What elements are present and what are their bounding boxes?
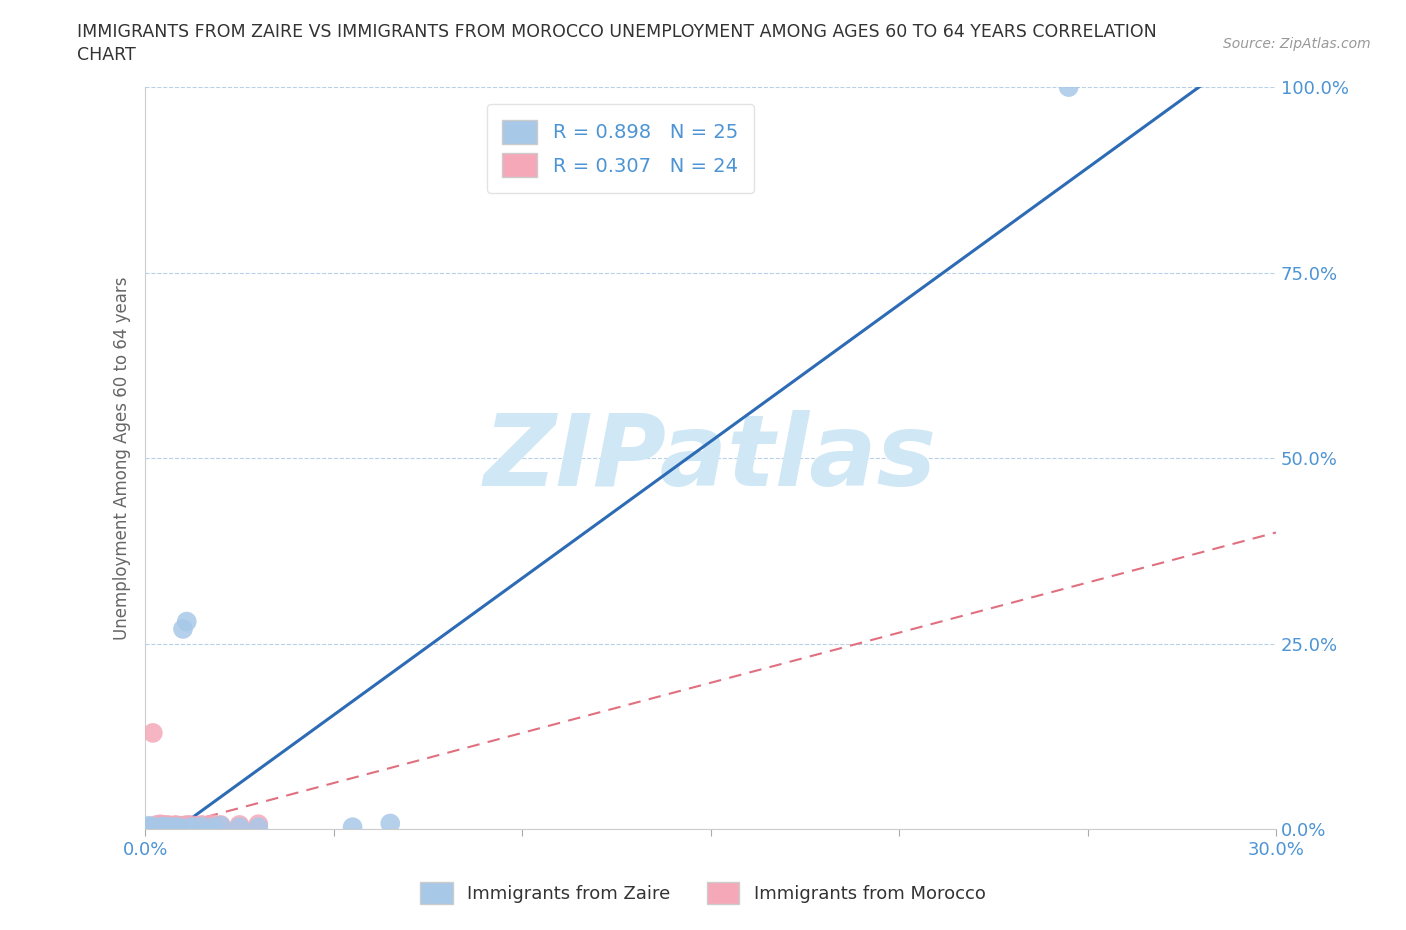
Point (180, 817, 202, 832)
Text: CHART: CHART (77, 46, 136, 64)
Point (380, 816, 402, 830)
Point (142, 819, 165, 834)
Point (156, 817, 179, 832)
Point (145, 817, 167, 832)
Point (145, 820, 167, 835)
Point (138, 819, 160, 834)
Legend: Immigrants from Zaire, Immigrants from Morocco: Immigrants from Zaire, Immigrants from M… (413, 875, 993, 911)
Point (138, 819, 160, 834)
Point (172, 621, 194, 636)
Point (202, 817, 225, 831)
Point (191, 817, 214, 832)
Point (165, 817, 187, 832)
Point (1057, 80, 1080, 95)
Legend: R = 0.898   N = 25, R = 0.307   N = 24: R = 0.898 N = 25, R = 0.307 N = 24 (486, 104, 754, 193)
Point (167, 818, 190, 833)
Point (165, 818, 187, 833)
Point (228, 817, 250, 832)
Point (153, 819, 176, 834)
Text: Source: ZipAtlas.com: Source: ZipAtlas.com (1223, 37, 1371, 51)
Point (142, 725, 165, 740)
Point (156, 818, 179, 833)
Point (176, 817, 198, 832)
Point (142, 819, 165, 834)
Point (149, 818, 172, 833)
Point (202, 819, 225, 834)
Point (153, 820, 176, 835)
Point (145, 819, 167, 834)
Point (209, 817, 232, 832)
Point (247, 819, 270, 834)
Point (209, 818, 232, 833)
Point (167, 819, 190, 834)
Point (176, 614, 198, 629)
Point (247, 817, 270, 831)
Y-axis label: Unemployment Among Ages 60 to 64 years: Unemployment Among Ages 60 to 64 years (114, 276, 131, 640)
Point (228, 819, 250, 834)
Text: IMMIGRANTS FROM ZAIRE VS IMMIGRANTS FROM MOROCCO UNEMPLOYMENT AMONG AGES 60 TO 6: IMMIGRANTS FROM ZAIRE VS IMMIGRANTS FROM… (77, 23, 1157, 41)
Point (160, 819, 183, 834)
Point (145, 820, 167, 835)
Point (342, 819, 364, 834)
Point (142, 820, 165, 835)
Point (149, 817, 172, 831)
Point (156, 819, 179, 834)
Point (138, 818, 160, 833)
Text: ZIPatlas: ZIPatlas (484, 410, 938, 507)
Point (198, 817, 221, 832)
Point (172, 818, 194, 833)
Point (165, 819, 187, 834)
Point (191, 819, 214, 834)
Point (187, 818, 209, 833)
Point (183, 819, 205, 834)
Point (149, 819, 172, 834)
Point (180, 819, 202, 834)
Point (153, 817, 176, 832)
Point (160, 818, 183, 833)
